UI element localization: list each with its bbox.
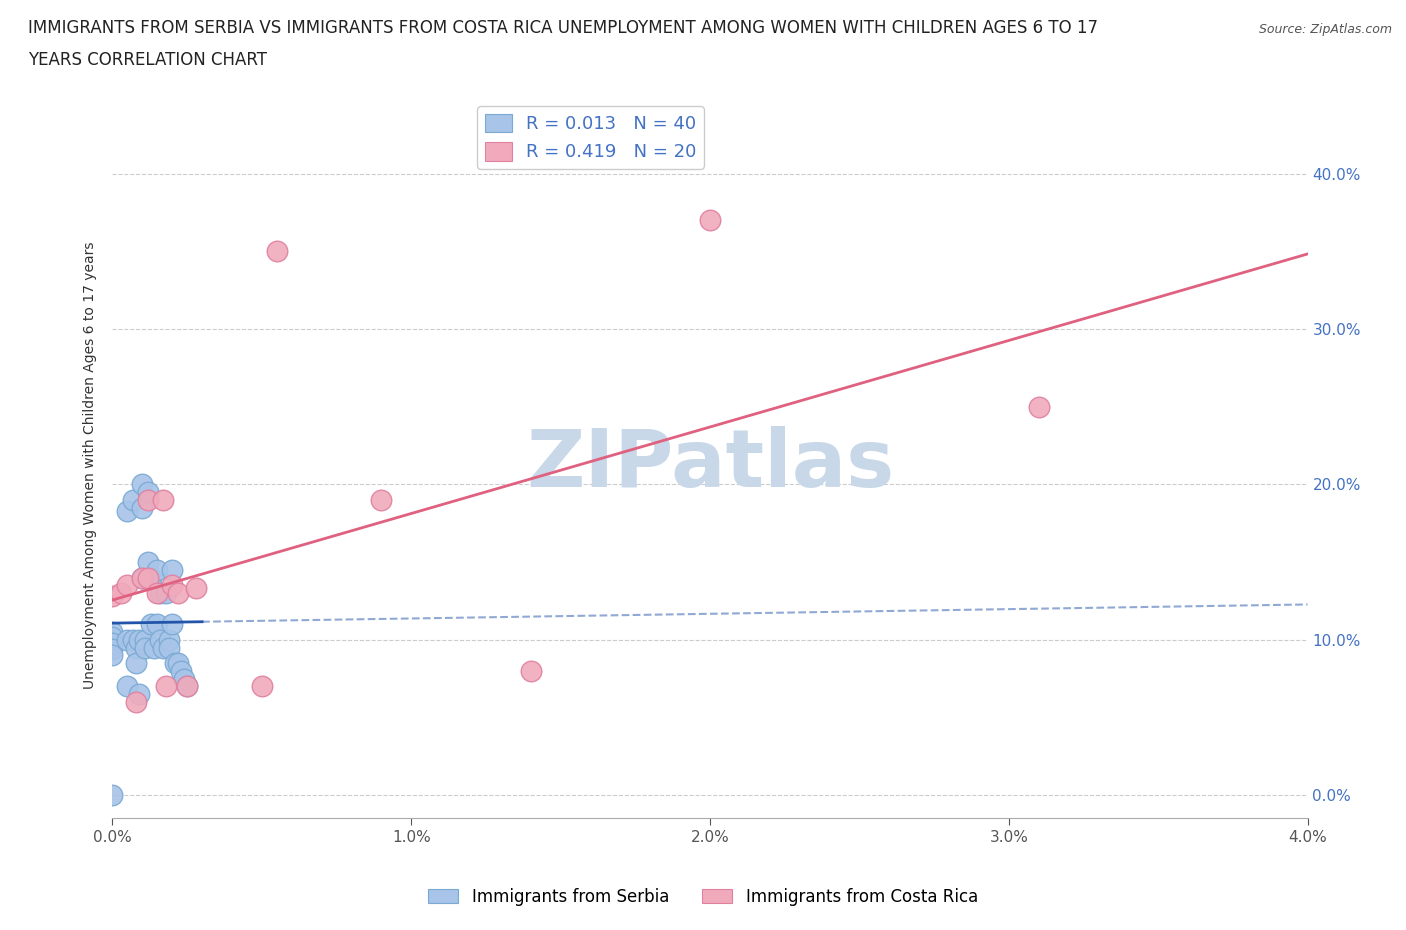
Point [146, 586, 169, 601]
Point [101, 625, 124, 640]
Point [157, 632, 180, 647]
Text: IMMIGRANTS FROM SERBIA VS IMMIGRANTS FROM COSTA RICA UNEMPLOYMENT AMONG WOMEN WI: IMMIGRANTS FROM SERBIA VS IMMIGRANTS FRO… [28, 19, 1098, 36]
Point [131, 570, 153, 585]
Point [152, 493, 174, 508]
Point [134, 632, 156, 647]
Point [101, 788, 124, 803]
Point [155, 586, 177, 601]
Point [125, 656, 148, 671]
Point [699, 213, 721, 228]
Point [173, 671, 195, 686]
Legend: Immigrants from Serbia, Immigrants from Costa Rica: Immigrants from Serbia, Immigrants from … [422, 881, 984, 912]
Point [125, 695, 148, 710]
Point [155, 679, 177, 694]
Point [122, 493, 145, 508]
Point [186, 581, 208, 596]
Point [266, 244, 288, 259]
Point [146, 563, 169, 578]
Point [176, 679, 198, 694]
Point [131, 500, 153, 515]
Point [520, 663, 543, 678]
Point [162, 617, 183, 631]
Point [370, 493, 392, 508]
Point [128, 632, 150, 647]
Point [122, 632, 145, 647]
Text: Source: ZipAtlas.com: Source: ZipAtlas.com [1258, 23, 1392, 36]
Point [149, 586, 172, 601]
Point [149, 632, 172, 647]
Point [152, 640, 174, 655]
Point [131, 570, 153, 585]
Point [117, 679, 139, 694]
Point [128, 686, 150, 701]
Point [138, 485, 160, 499]
Point [117, 503, 139, 518]
Point [176, 679, 198, 694]
Point [165, 656, 187, 671]
Text: YEARS CORRELATION CHART: YEARS CORRELATION CHART [28, 51, 267, 69]
Point [134, 640, 156, 655]
Legend: R = 0.013   N = 40, R = 0.419   N = 20: R = 0.013 N = 40, R = 0.419 N = 20 [478, 107, 703, 168]
Point [162, 578, 183, 592]
Point [131, 477, 153, 492]
Point [138, 554, 160, 569]
Point [125, 640, 148, 655]
Point [1028, 399, 1050, 414]
Point [141, 570, 163, 585]
Point [117, 578, 139, 592]
Point [101, 630, 124, 644]
Point [157, 640, 180, 655]
Point [167, 656, 190, 671]
Point [141, 617, 163, 631]
Point [162, 563, 183, 578]
Point [167, 586, 190, 601]
Point [250, 679, 273, 694]
Text: ZIPatlas: ZIPatlas [526, 426, 894, 504]
Point [138, 493, 160, 508]
Point [170, 663, 193, 678]
Point [101, 589, 124, 604]
Point [117, 632, 139, 647]
Y-axis label: Unemployment Among Women with Children Ages 6 to 17 years: Unemployment Among Women with Children A… [83, 241, 97, 689]
Point [110, 586, 132, 601]
Point [143, 640, 166, 655]
Point [101, 642, 124, 657]
Point [101, 648, 124, 663]
Point [146, 617, 169, 631]
Point [101, 635, 124, 650]
Point [138, 570, 160, 585]
